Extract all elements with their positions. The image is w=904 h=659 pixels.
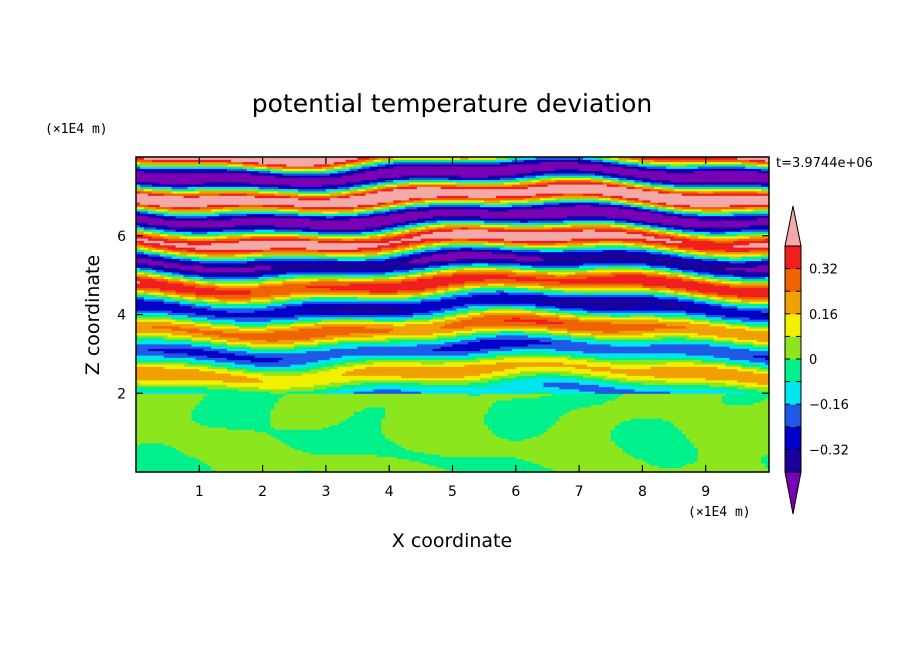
contour-field [136,157,770,473]
time-label: t=3.9744e+06 [776,156,873,171]
chart-title: potential temperature deviation [252,89,652,118]
y-unit-label: (×1E4 m) [45,122,108,137]
